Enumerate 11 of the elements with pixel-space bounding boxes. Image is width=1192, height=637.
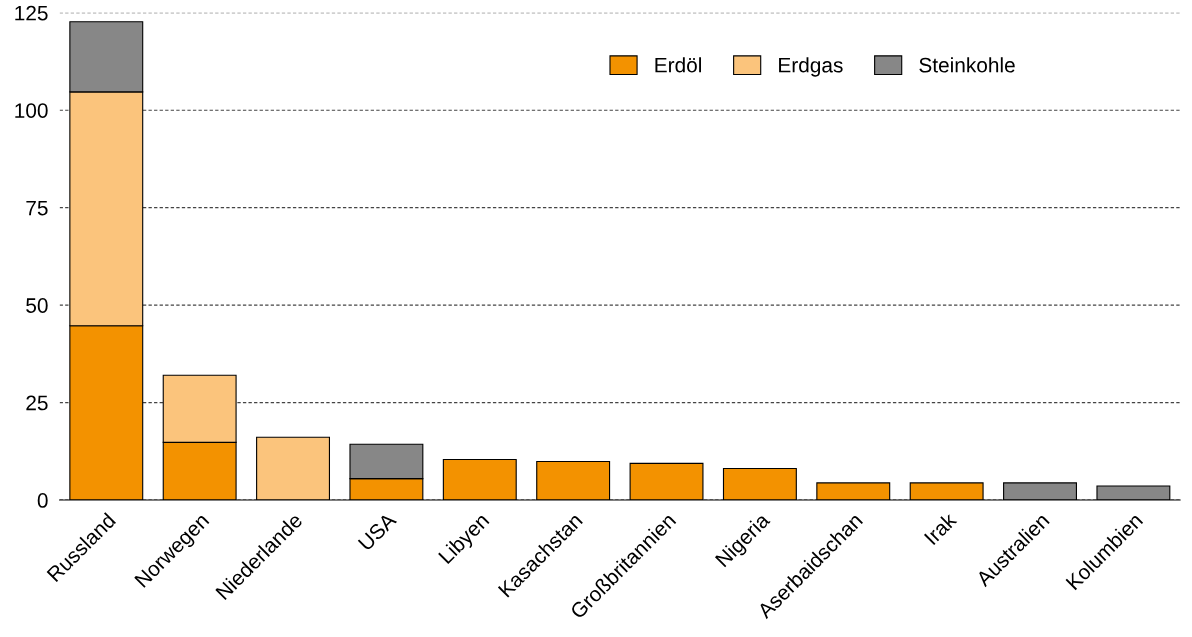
y-tick-label: 100: [15, 103, 48, 118]
x-tick-label: USA: [357, 511, 398, 552]
legend-label: Erdgas: [779, 57, 843, 77]
y-tick-label: 0: [37, 493, 48, 508]
y-tick-label: 125: [15, 5, 48, 21]
y-tick-label: 50: [26, 298, 48, 313]
x-tick-label: Irak: [923, 511, 958, 546]
legend-label: Steinkohle: [919, 57, 1015, 73]
y-tick-label: 25: [26, 395, 48, 411]
legend-label: Erdöl: [655, 57, 701, 73]
y-tick-label: 75: [26, 200, 48, 216]
